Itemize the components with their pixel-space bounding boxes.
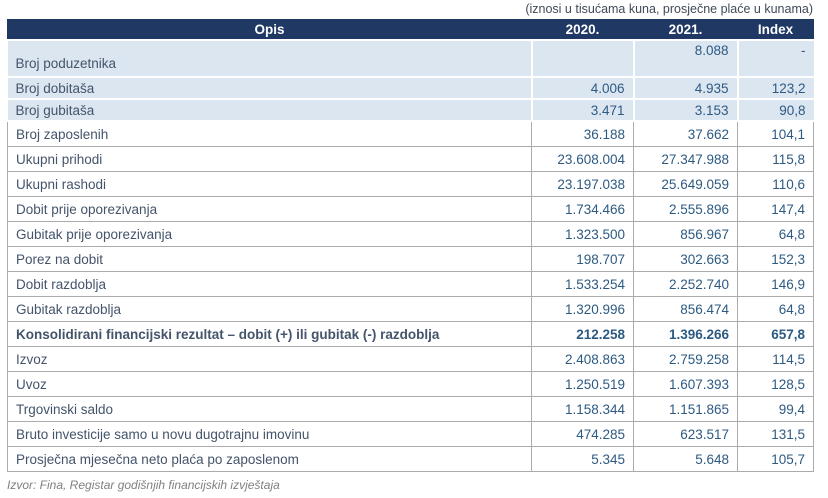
cell-2020: 1.250.519 xyxy=(531,371,634,397)
cell-index: 657,8 xyxy=(737,321,814,347)
cell-2020: 23.608.004 xyxy=(531,146,634,172)
financial-results-table: Opis 2020. 2021. Index Broj poduzetnika 8… xyxy=(7,19,814,472)
cell-opis: Dobit razdoblja xyxy=(7,271,532,297)
cell-2021: 37.662 xyxy=(633,120,738,147)
cell-opis: Ukupni prihodi xyxy=(7,146,532,172)
table-row: Ukupni rashodi 23.197.038 25.649.059 110,6 xyxy=(7,171,814,197)
cell-index: 105,7 xyxy=(737,446,814,472)
cell-2021: 4.935 xyxy=(632,76,739,100)
cell-index: 64,8 xyxy=(737,296,814,322)
column-header-opis: Opis xyxy=(7,19,532,41)
table-row: Uvoz 1.250.519 1.607.393 128,5 xyxy=(7,371,814,397)
cell-index: 128,5 xyxy=(737,371,814,397)
cell-opis: Trgovinski saldo xyxy=(7,396,532,422)
cell-opis: Gubitak razdoblja xyxy=(7,296,532,322)
cell-opis: Broj poduzetnika xyxy=(7,39,533,78)
cell-index: 147,4 xyxy=(737,196,814,222)
table-row: Broj poduzetnika 8.088- xyxy=(7,39,814,78)
cell-opis: Izvoz xyxy=(7,346,532,372)
table-row: Dobit prije oporezivanja 1.734.466 2.555.8… xyxy=(7,196,814,222)
cell-index: 110,6 xyxy=(737,171,814,197)
table-row: Ukupni prihodi 23.608.004 27.347.988 115,8 xyxy=(7,146,814,172)
cell-2020: 1.158.344 xyxy=(531,396,634,422)
table-row: Broj zaposlenih 36.188 37.662 104,1 xyxy=(7,120,814,147)
cell-2021: 856.967 xyxy=(633,221,738,247)
table-row: Bruto investicije samo u novu dugotrajnu… xyxy=(7,421,814,447)
cell-2020: 198.707 xyxy=(531,246,634,272)
table-row: Gubitak prije oporezivanja 1.323.500 856.9… xyxy=(7,221,814,247)
cell-2020: 212.258 xyxy=(531,321,634,347)
cell-2020: 2.408.863 xyxy=(531,346,634,372)
cell-index: 146,9 xyxy=(737,271,814,297)
cell-2021: 302.663 xyxy=(633,246,738,272)
cell-2020: 1.734.466 xyxy=(531,196,634,222)
table-row: Izvoz 2.408.863 2.759.258 114,5 xyxy=(7,346,814,372)
cell-2020: 474.285 xyxy=(531,421,634,447)
cell-index: 90,8 xyxy=(736,98,814,122)
cell-2021: 5.648 xyxy=(633,446,738,472)
table-row: Trgovinski saldo 1.158.344 1.151.865 99,4 xyxy=(7,396,814,422)
cell-index: 115,8 xyxy=(737,146,814,172)
table-row: Broj gubitaša 3.471 3.153 90,8 xyxy=(7,98,814,122)
cell-index: - xyxy=(736,39,814,78)
cell-2020: 1.320.996 xyxy=(531,296,634,322)
cell-index: 64,8 xyxy=(737,221,814,247)
cell-2021: 856.474 xyxy=(633,296,738,322)
cell-opis: Broj zaposlenih xyxy=(7,120,532,147)
cell-opis: Dobit prije oporezivanja xyxy=(7,196,532,222)
column-header-2020: 2020. xyxy=(531,19,634,41)
cell-2021: 1.607.393 xyxy=(633,371,738,397)
cell-2020: 1.533.254 xyxy=(531,271,634,297)
cell-opis: Broj gubitaša xyxy=(7,98,533,122)
cell-index: 114,5 xyxy=(737,346,814,372)
table-header-row: Opis 2020. 2021. Index xyxy=(7,19,814,41)
cell-2021: 2.252.740 xyxy=(633,271,738,297)
column-header-2021: 2021. xyxy=(633,19,738,41)
cell-opis: Porez na dobit xyxy=(7,246,532,272)
cell-opis: Gubitak prije oporezivanja xyxy=(7,221,532,247)
cell-2021: 2.759.258 xyxy=(633,346,738,372)
cell-2020: 23.197.038 xyxy=(531,171,634,197)
cell-2020 xyxy=(530,39,635,78)
cell-2021: 25.649.059 xyxy=(633,171,738,197)
cell-2021: 8.088 xyxy=(632,39,739,78)
cell-index: 99,4 xyxy=(737,396,814,422)
cell-index: 104,1 xyxy=(737,120,814,147)
cell-opis: Uvoz xyxy=(7,371,532,397)
cell-2021: 1.151.865 xyxy=(633,396,738,422)
table-caption: (iznosi u tisućama kuna, prosječne plaće… xyxy=(525,2,813,16)
cell-opis: Bruto investicije samo u novu dugotrajnu… xyxy=(7,421,532,447)
cell-2020: 4.006 xyxy=(530,76,635,100)
cell-index: 152,3 xyxy=(737,246,814,272)
cell-opis: Broj dobitaša xyxy=(7,76,533,100)
cell-opis: Ukupni rashodi xyxy=(7,171,532,197)
cell-2021: 27.347.988 xyxy=(633,146,738,172)
table-row: Porez na dobit 198.707 302.663 152,3 xyxy=(7,246,814,272)
cell-index: 123,2 xyxy=(736,76,814,100)
table-row: Prosječna mjesečna neto plaća po zaposle… xyxy=(7,446,814,472)
table-row: Gubitak razdoblja 1.320.996 856.474 64,8 xyxy=(7,296,814,322)
cell-2021: 3.153 xyxy=(632,98,739,122)
column-header-index: Index xyxy=(737,19,814,41)
table-row: Dobit razdoblja 1.533.254 2.252.740 146,9 xyxy=(7,271,814,297)
table-row: Konsolidirani financijski rezultat – dob… xyxy=(7,321,814,347)
cell-2021: 2.555.896 xyxy=(633,196,738,222)
cell-2021: 1.396.266 xyxy=(633,321,738,347)
cell-2020: 3.471 xyxy=(530,98,635,122)
cell-opis: Prosječna mjesečna neto plaća po zaposle… xyxy=(7,446,532,472)
cell-2021: 623.517 xyxy=(633,421,738,447)
cell-index: 131,5 xyxy=(737,421,814,447)
source-note: Izvor: Fina, Registar godišnjih financij… xyxy=(7,478,280,492)
cell-2020: 1.323.500 xyxy=(531,221,634,247)
cell-2020: 5.345 xyxy=(531,446,634,472)
table-row: Broj dobitaša 4.006 4.935 123,2 xyxy=(7,76,814,100)
cell-2020: 36.188 xyxy=(531,120,634,147)
cell-opis: Konsolidirani financijski rezultat – dob… xyxy=(7,321,532,347)
